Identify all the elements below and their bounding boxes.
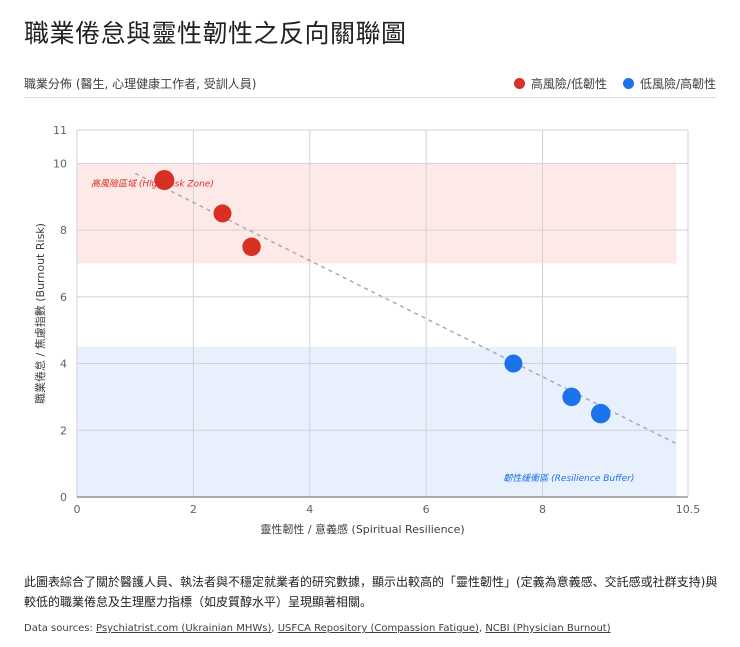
x-tick-label-2: 4 bbox=[306, 503, 313, 516]
y-tick-label-6: 11 bbox=[53, 124, 67, 137]
source-link-psychiatrist[interactable]: Psychiatrist.com (Ukrainian MHWs) bbox=[96, 623, 272, 634]
legend-label-low-risk: 低風險/高韌性 bbox=[639, 77, 716, 91]
y-tick-label-5: 10 bbox=[53, 157, 67, 170]
chart-caption: 此圖表綜合了關於醫護人員、執法者與不穩定就業者的研究數據，顯示出較高的「靈性韌性… bbox=[24, 575, 718, 609]
x-tick-label-3: 6 bbox=[423, 503, 430, 516]
chart-subtitle: 職業分佈 (醫生, 心理健康工作者, 受訓人員) bbox=[24, 77, 257, 91]
source-link-usfca[interactable]: USFCA Repository (Compassion Fatigue) bbox=[277, 623, 479, 634]
data-point-0-2 bbox=[242, 237, 261, 257]
legend-label-high-risk: 高風險/低韌性 bbox=[530, 77, 607, 91]
y-tick-label-4: 8 bbox=[60, 224, 67, 237]
source-link-ncbi[interactable]: NCBI (Physician Burnout) bbox=[485, 623, 611, 634]
page-title: 職業倦怠與靈性韌性之反向關聯圖 bbox=[24, 19, 407, 48]
y-axis-title: 職業倦怠 / 焦慮指數 (Burnout Risk) bbox=[33, 223, 47, 404]
x-tick-label-5: 10.5 bbox=[676, 503, 701, 516]
legend-dot-red-icon bbox=[513, 78, 525, 89]
legend: 高風險/低韌性 低風險/高韌性 bbox=[513, 75, 716, 92]
data-point-1-0 bbox=[504, 354, 523, 373]
y-tick-label-1: 2 bbox=[60, 424, 67, 437]
data-point-0-0 bbox=[154, 170, 175, 191]
data-point-0-1 bbox=[213, 204, 232, 223]
y-tick-label-2: 4 bbox=[60, 358, 67, 371]
legend-item-low-risk: 低風險/高韌性 bbox=[622, 75, 716, 92]
x-axis-title: 靈性韌性 / 意義感 (Spiritual Resilience) bbox=[260, 522, 464, 536]
x-tick-label-4: 8 bbox=[539, 503, 546, 516]
zone-label-high-risk: 高風險區域 (High Risk Zone) bbox=[91, 178, 214, 189]
data-point-1-2 bbox=[590, 403, 611, 424]
sources-prefix: Data sources: bbox=[24, 623, 97, 634]
zone-band-1 bbox=[77, 346, 677, 497]
y-tick-label-0: 0 bbox=[60, 491, 67, 504]
y-tick-label-3: 6 bbox=[60, 291, 67, 304]
scatter-chart: 高風險區域 (High Risk Zone) 韌性緩衝區 (Resilience … bbox=[33, 124, 701, 536]
chart-subheader: 職業分佈 (醫生, 心理健康工作者, 受訓人員) 高風險/低韌性 低風險/高韌性 bbox=[24, 75, 716, 98]
legend-dot-blue-icon bbox=[622, 78, 634, 89]
data-point-1-1 bbox=[562, 387, 581, 407]
zone-label-resilience: 韌性緩衝區 (Resilience Buffer) bbox=[503, 473, 634, 484]
trendline bbox=[134, 172, 677, 445]
legend-item-high-risk: 高風險/低韌性 bbox=[513, 75, 607, 92]
x-tick-label-0: 0 bbox=[74, 503, 81, 516]
data-sources: Data sources: Psychiatrist.com (Ukrainia… bbox=[24, 623, 611, 634]
zone-band-0 bbox=[77, 163, 677, 264]
x-tick-label-1: 2 bbox=[190, 503, 197, 516]
